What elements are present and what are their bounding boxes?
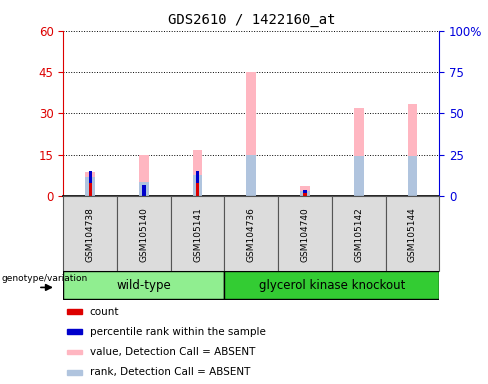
Bar: [89, 171, 92, 184]
Bar: [354, 156, 364, 196]
Text: GSM104736: GSM104736: [247, 207, 256, 262]
Text: value, Detection Call = ABSENT: value, Detection Call = ABSENT: [90, 347, 255, 357]
Bar: [85, 172, 95, 196]
Text: GSM105140: GSM105140: [140, 207, 148, 262]
Bar: [278, 196, 332, 271]
Bar: [85, 177, 95, 196]
Text: GSM104738: GSM104738: [86, 207, 95, 262]
Bar: [386, 196, 439, 271]
Text: GSM105141: GSM105141: [193, 207, 202, 262]
Text: wild-type: wild-type: [117, 279, 171, 291]
Bar: [224, 271, 439, 299]
Bar: [171, 196, 224, 271]
Bar: [89, 184, 92, 196]
Bar: [139, 155, 149, 196]
Text: glycerol kinase knockout: glycerol kinase knockout: [259, 279, 405, 291]
Bar: [246, 72, 256, 196]
Bar: [224, 196, 278, 271]
Bar: [193, 151, 203, 196]
Text: count: count: [90, 306, 119, 317]
Bar: [67, 329, 82, 334]
Bar: [300, 186, 310, 196]
Title: GDS2610 / 1422160_at: GDS2610 / 1422160_at: [167, 13, 335, 27]
Bar: [139, 182, 149, 196]
Bar: [304, 190, 306, 193]
Bar: [246, 155, 256, 196]
Bar: [67, 370, 82, 374]
Text: GSM104740: GSM104740: [301, 207, 309, 262]
Bar: [300, 191, 310, 196]
Bar: [67, 349, 82, 354]
Bar: [67, 309, 82, 314]
Bar: [196, 171, 199, 184]
Bar: [304, 193, 306, 196]
Text: genotype/variation: genotype/variation: [1, 273, 87, 283]
Text: GSM105142: GSM105142: [354, 207, 363, 262]
Bar: [407, 156, 417, 196]
Text: percentile rank within the sample: percentile rank within the sample: [90, 327, 265, 337]
Bar: [193, 175, 203, 196]
Bar: [142, 185, 145, 196]
Bar: [332, 196, 386, 271]
Bar: [63, 271, 224, 299]
Text: rank, Detection Call = ABSENT: rank, Detection Call = ABSENT: [90, 367, 250, 377]
Bar: [117, 196, 171, 271]
Bar: [407, 104, 417, 196]
Bar: [63, 196, 117, 271]
Bar: [354, 108, 364, 196]
Bar: [196, 184, 199, 196]
Text: GSM105144: GSM105144: [408, 207, 417, 262]
